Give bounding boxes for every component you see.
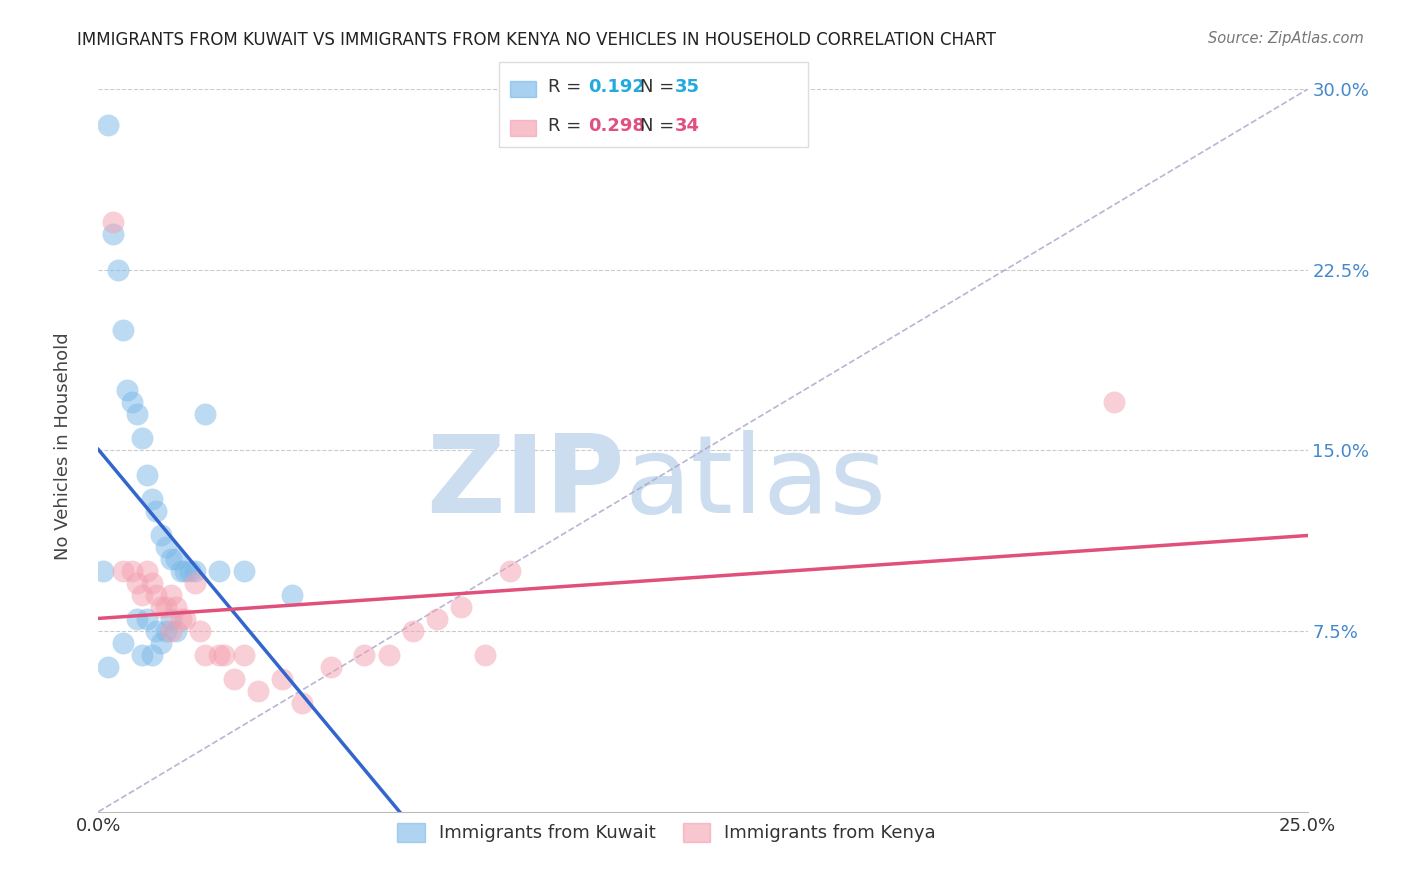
Text: R =: R = [548,117,588,135]
Text: atlas: atlas [624,430,886,536]
Text: 35: 35 [675,78,700,95]
Point [97,118,120,132]
Point [169,564,191,578]
Point [194,648,217,662]
Point [141,576,163,591]
Point [121,564,143,578]
Point [290,696,312,710]
Point [184,564,207,578]
Point [281,588,304,602]
Point [165,624,187,639]
Point [127,407,149,421]
Point [208,648,231,662]
Point [107,262,129,277]
Point [184,576,207,591]
Point [127,576,149,591]
Point [117,384,139,398]
Point [155,599,177,614]
Point [135,564,157,578]
Text: R =: R = [548,78,588,95]
Point [1102,395,1125,409]
Point [141,648,163,662]
Point [160,551,183,566]
Point [222,673,245,687]
Point [212,648,235,662]
Point [141,491,163,506]
Point [127,612,149,626]
Point [208,564,231,578]
Point [165,599,187,614]
Point [232,648,254,662]
Text: N =: N = [640,78,679,95]
Point [160,588,183,602]
Point [155,624,177,639]
Point [150,599,173,614]
Point [426,612,449,626]
Point [194,407,217,421]
Point [150,636,173,650]
Point [101,214,124,228]
Point [160,624,183,639]
Text: No Vehicles in Household: No Vehicles in Household [55,332,72,560]
Point [145,588,167,602]
Point [101,227,124,241]
Point [131,588,153,602]
Point [131,648,153,662]
Point [271,673,294,687]
Point [111,564,134,578]
Point [121,395,143,409]
Point [155,540,177,554]
Text: 34: 34 [675,117,700,135]
Point [247,684,270,698]
Point [150,527,173,541]
Point [135,467,157,482]
Legend: Immigrants from Kuwait, Immigrants from Kenya: Immigrants from Kuwait, Immigrants from … [391,816,943,850]
Point [97,660,120,674]
Text: Source: ZipAtlas.com: Source: ZipAtlas.com [1208,31,1364,46]
Point [377,648,399,662]
Point [474,648,496,662]
Point [111,636,134,650]
Point [91,564,114,578]
Point [131,431,153,445]
Point [319,660,342,674]
Point [353,648,375,662]
Text: ZIP: ZIP [426,430,624,536]
Point [145,503,167,517]
Point [160,612,183,626]
Point [402,624,425,639]
Point [498,564,520,578]
Point [165,551,187,566]
Point [174,612,197,626]
Point [232,564,254,578]
Text: IMMIGRANTS FROM KUWAIT VS IMMIGRANTS FROM KENYA NO VEHICLES IN HOUSEHOLD CORRELA: IMMIGRANTS FROM KUWAIT VS IMMIGRANTS FRO… [77,31,997,49]
Point [188,624,211,639]
Text: 0.298: 0.298 [588,117,645,135]
Point [174,564,197,578]
Point [145,624,167,639]
Text: 0.192: 0.192 [588,78,644,95]
Point [135,612,157,626]
Point [450,599,472,614]
Text: N =: N = [640,117,679,135]
Point [179,564,201,578]
Point [111,323,134,337]
Point [169,612,191,626]
